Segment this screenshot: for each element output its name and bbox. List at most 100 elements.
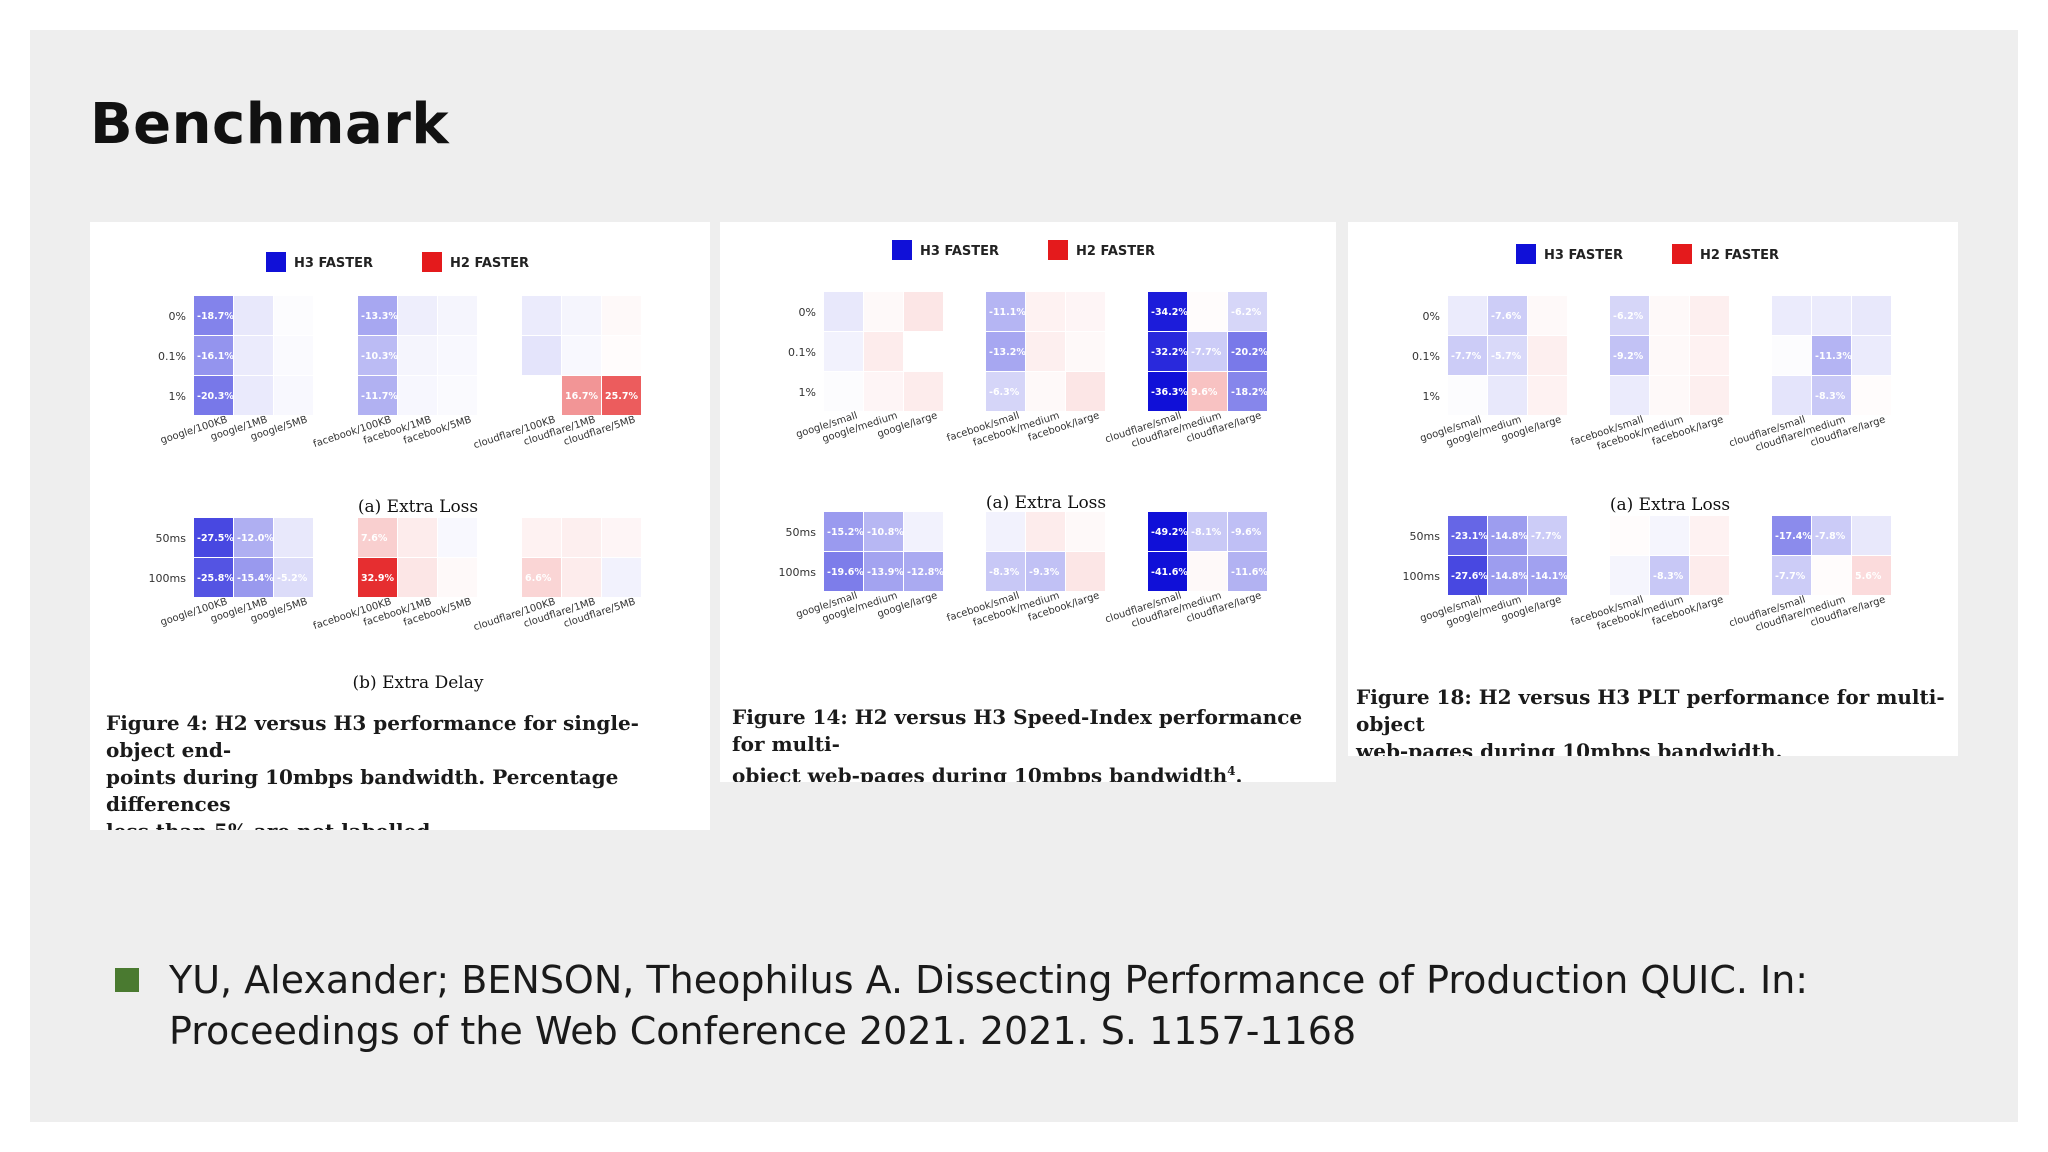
legend-label-h2: H2 FASTER: [1700, 248, 1779, 263]
heatmap-cell: [986, 372, 1025, 411]
heatmap-cell: [1488, 296, 1527, 335]
heatmap-cell: [1812, 296, 1851, 335]
heatmap-cell: [438, 518, 477, 557]
cell-value-label: 5.6%: [1855, 571, 1882, 582]
heatmap-cell: [904, 332, 943, 371]
heatmap-cell: [1148, 372, 1187, 411]
subplot-extra-loss: 0%0.1%1%-7.6%-7.7% -5.7%google/smallgoogl…: [1412, 296, 1891, 515]
row-label: 0%: [799, 306, 816, 319]
heatmap-cell: [1488, 556, 1527, 595]
heatmap-cell: [1488, 336, 1527, 375]
row-label: 100ms: [1403, 570, 1441, 583]
cell-value-label: -14.8%: [1491, 571, 1528, 582]
caption-line: points during 10mbps bandwidth. Percenta…: [106, 765, 619, 816]
subplot-extra-loss: 0%0.1%1%-18.7%-16.1%-20.3%google/100KBgo…: [158, 296, 641, 517]
heatmap-cell: [1448, 556, 1487, 595]
cell-value-label: -5.7%: [1491, 351, 1522, 362]
heatmap-figure: H3 FASTER H2 FASTER0%0.1%1%google/smallgo…: [779, 240, 1268, 630]
cell-value-label: -23.1%: [1451, 531, 1488, 542]
heatmap-cell: [274, 376, 313, 415]
caption-line: Figure 18: H2 versus H3 PLT performance …: [1356, 685, 1945, 736]
heatmap-cell: [986, 332, 1025, 371]
caption-line: Figure 4: H2 versus H3 performance for s…: [106, 711, 639, 762]
heatmap-cell: [194, 558, 233, 597]
legend-swatch-h3: [1516, 244, 1536, 264]
heatmap-cell: [1650, 556, 1689, 595]
heatmap-cell: [1650, 336, 1689, 375]
row-label: 1%: [1423, 390, 1440, 403]
heatmap-cell: [1228, 552, 1267, 591]
heatmap-cell: [562, 336, 601, 375]
legend-swatch-h3: [266, 252, 286, 272]
heatmap-cell: [1148, 552, 1187, 591]
heatmap-cell: [1610, 376, 1649, 415]
row-label: 100ms: [149, 572, 187, 585]
heatmap-cell: [986, 292, 1025, 331]
cell-value-label: -10.8%: [867, 527, 904, 538]
caption-line: object web-pages during 10mbps bandwidth: [732, 763, 1228, 782]
row-label: 0.1%: [158, 350, 186, 363]
heatmap-cell: [1528, 296, 1567, 335]
heatmap-cell: [1066, 372, 1105, 411]
heatmap-cell: [274, 296, 313, 335]
heatmap-cell: [1488, 516, 1527, 555]
legend-label-h3: H3 FASTER: [1544, 248, 1623, 263]
cell-value-label: -7.8%: [1815, 531, 1846, 542]
heatmap-cell: [522, 296, 561, 335]
reference-text: YU, Alexander; BENSON, Theophilus A. Dis…: [169, 955, 1808, 1057]
legend-label-h2: H2 FASTER: [450, 256, 529, 271]
heatmap-cell: [194, 518, 233, 557]
heatmap-cell: [562, 518, 601, 557]
cell-value-label: -36.3%: [1151, 387, 1188, 398]
heatmap-cell: [986, 512, 1025, 551]
heatmap-cell: [234, 296, 273, 335]
heatmap-cell: [234, 376, 273, 415]
heatmap-cell: [904, 552, 943, 591]
cell-value-label: -10.3%: [361, 351, 398, 362]
reference-line-1: YU, Alexander; BENSON, Theophilus A. Dis…: [169, 958, 1809, 1002]
heatmap-cell: [602, 518, 641, 557]
heatmap-cell: [1066, 332, 1105, 371]
cell-value-label: -8.1%: [1191, 527, 1222, 538]
heatmap-cell: [1690, 296, 1729, 335]
cell-value-label: 25.7%: [605, 391, 638, 402]
heatmap-cell: [1528, 376, 1567, 415]
heatmap-cell: [1148, 332, 1187, 371]
cell-value-label: -41.6%: [1151, 567, 1188, 578]
heatmap-cell: [1812, 376, 1851, 415]
heatmap-cell: [398, 376, 437, 415]
heatmap-cell: [398, 558, 437, 597]
heatmap-cell: [1026, 372, 1065, 411]
row-label: 50ms: [786, 526, 817, 539]
heatmap-cell: [1448, 516, 1487, 555]
row-label: 50ms: [1410, 530, 1441, 543]
heatmap-cell: [904, 372, 943, 411]
heatmap-cell: [1188, 292, 1227, 331]
cell-value-label: -16.1%: [197, 351, 234, 362]
caption-line: less than 5% are not labelled.: [106, 819, 437, 830]
heatmap-cell: [522, 336, 561, 375]
cell-value-label: -20.3%: [197, 391, 234, 402]
heatmap-cell: [1228, 332, 1267, 371]
cell-value-label: -9.6%: [1231, 527, 1262, 538]
cell-value-label: -11.1%: [989, 307, 1026, 318]
heatmap-cell: [562, 558, 601, 597]
heatmap-cell: [1066, 552, 1105, 591]
heatmap-cell: [438, 376, 477, 415]
legend-swatch-h2: [1048, 240, 1068, 260]
row-label: 1%: [169, 390, 186, 403]
heatmap-cell: [358, 558, 397, 597]
cell-value-label: -12.8%: [907, 567, 944, 578]
heatmap-cell: [1148, 292, 1187, 331]
caption-line: web-pages during 10mbps bandwidth.: [1356, 739, 1783, 756]
cell-value-label: -34.2%: [1151, 307, 1188, 318]
heatmap-cell: [1448, 296, 1487, 335]
cell-value-label: -14.8%: [1491, 531, 1528, 542]
figure-panel-speed-index: H3 FASTER H2 FASTER 0% 0.1% 1% google/small go…: [720, 222, 1336, 782]
cell-value-label: -27.5%: [197, 533, 234, 544]
heatmap-cell: [522, 558, 561, 597]
cell-value-label: -11.6%: [1231, 567, 1268, 578]
cell-value-label: -15.4%: [237, 573, 274, 584]
heatmap-cell: [438, 296, 477, 335]
